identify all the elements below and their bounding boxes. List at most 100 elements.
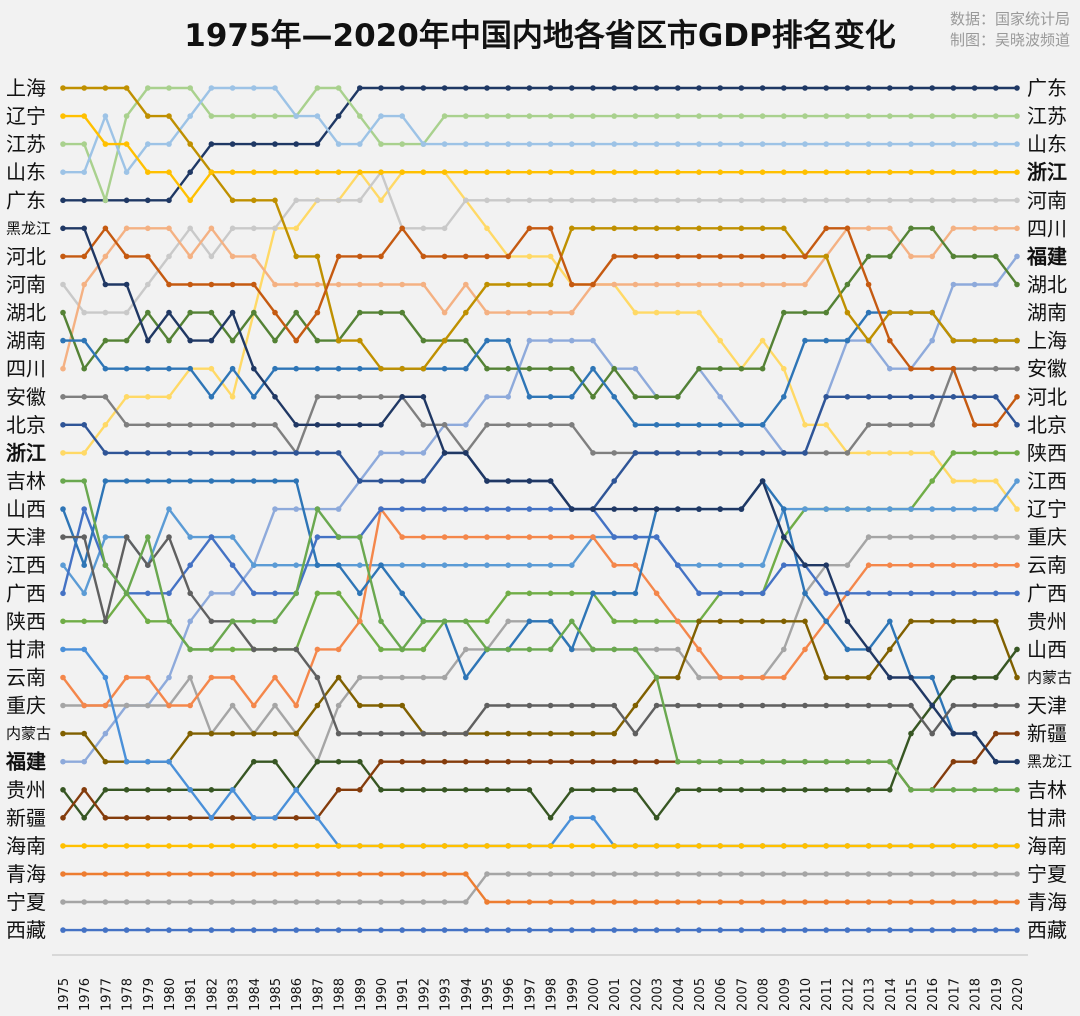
right-rank-label: 吉林 (1027, 778, 1067, 802)
data-point (717, 197, 723, 204)
data-point (420, 253, 427, 260)
data-point (60, 730, 66, 737)
data-point (865, 394, 872, 400)
data-point (145, 871, 151, 877)
data-point (208, 365, 215, 372)
data-point (759, 618, 766, 625)
data-point (993, 927, 999, 933)
data-point (802, 309, 808, 316)
data-point (81, 253, 87, 260)
series-line (62, 480, 1018, 595)
data-point (357, 899, 363, 905)
data-point (123, 534, 130, 540)
data-point (590, 141, 596, 147)
x-tick-label: 1975 (57, 978, 72, 1011)
data-point (1014, 702, 1020, 709)
data-point (632, 871, 639, 877)
data-point (526, 169, 533, 175)
data-point (484, 309, 490, 316)
data-point (145, 899, 151, 905)
left-rank-label: 贵州 (6, 778, 46, 802)
data-point (526, 843, 533, 849)
data-point (675, 758, 681, 765)
data-point (717, 337, 723, 344)
data-point (632, 590, 639, 597)
data-point (717, 590, 723, 597)
data-point (759, 562, 766, 568)
data-point (378, 365, 384, 372)
data-point (81, 927, 87, 933)
data-point (505, 169, 512, 175)
data-point (399, 478, 406, 484)
data-point (611, 197, 617, 204)
data-point (378, 758, 384, 765)
data-point (929, 365, 935, 372)
data-point (314, 758, 321, 765)
data-point (378, 85, 384, 91)
data-point (399, 927, 406, 933)
data-point (950, 730, 957, 737)
data-point (1014, 85, 1020, 91)
data-point (696, 899, 702, 905)
data-point (781, 899, 787, 905)
data-point (357, 618, 363, 625)
data-point (908, 506, 914, 512)
data-point (887, 506, 893, 512)
data-point (60, 281, 66, 288)
data-point (929, 197, 935, 204)
data-point (590, 702, 596, 709)
data-point (123, 871, 130, 877)
data-point (696, 281, 702, 288)
data-point (293, 141, 300, 147)
data-point (632, 281, 639, 288)
data-point (929, 478, 935, 484)
data-point (950, 253, 957, 260)
data-point (357, 394, 363, 400)
data-point (335, 843, 342, 849)
data-point (653, 169, 660, 175)
data-point (547, 337, 554, 344)
right-rank-label: 浙江 (1027, 160, 1067, 184)
series-line (63, 648, 1017, 848)
data-point (314, 899, 321, 905)
data-point (632, 646, 639, 653)
data-point (420, 141, 427, 147)
data-point (357, 843, 363, 849)
data-point (908, 197, 914, 204)
data-point (696, 843, 702, 849)
data-point (950, 225, 957, 232)
data-point (547, 422, 554, 428)
data-point (632, 394, 639, 400)
data-point (208, 590, 215, 597)
data-point (526, 365, 533, 372)
data-point (60, 225, 66, 232)
data-point (420, 562, 427, 568)
data-point (166, 197, 172, 204)
data-point (102, 674, 109, 681)
data-point (357, 562, 363, 568)
data-point (844, 787, 851, 793)
data-point (484, 85, 490, 91)
data-point (653, 225, 660, 232)
data-point (526, 141, 533, 147)
data-point (1014, 590, 1020, 597)
data-point (653, 309, 660, 316)
data-point (632, 422, 639, 428)
data-point (441, 365, 448, 372)
data-point (908, 674, 914, 681)
data-point (781, 674, 787, 681)
data-point (505, 899, 512, 905)
data-point (1014, 534, 1020, 540)
data-point (653, 141, 660, 147)
data-point (696, 197, 702, 204)
data-point (611, 394, 617, 400)
data-point (632, 618, 639, 625)
data-point (569, 562, 575, 568)
data-point (505, 113, 512, 119)
x-tick-label: 1978 (121, 978, 136, 1011)
data-point (865, 85, 872, 91)
data-point (208, 730, 215, 737)
data-point (590, 197, 596, 204)
data-point (81, 394, 87, 400)
